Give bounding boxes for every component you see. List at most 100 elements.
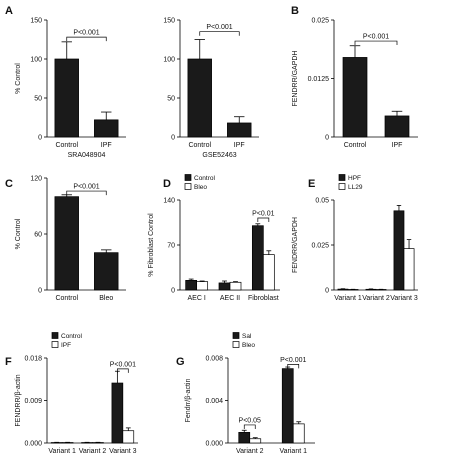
bar-a-left-series-1 <box>94 119 119 138</box>
x-tick-label-e: Variant 2 <box>362 295 390 302</box>
y-tick-label-g: 0.008 <box>205 356 223 363</box>
x-tick-label-b: Control <box>344 142 367 149</box>
bar-a-left-series-0 <box>54 58 79 138</box>
y-tick-label-d: 70 <box>167 243 175 250</box>
significance-bracket-g <box>243 424 256 429</box>
significance-label-b: P<0.001 <box>363 34 389 41</box>
y-tick-label-c: 0 <box>38 288 42 295</box>
significance-bracket-g <box>287 364 300 369</box>
x-tick-label-d: AEC II <box>220 295 240 302</box>
significance-label-d: P<0.01 <box>252 211 274 218</box>
bar-f-ipf-2 <box>122 430 135 444</box>
y-axis-title-a-left: % Control <box>15 63 22 94</box>
legend-swatch-g <box>232 341 240 348</box>
y-tick-label-e: 0 <box>325 288 329 295</box>
y-tick-label-c: 120 <box>30 176 42 183</box>
x-axis-title-a-right: GSE52463 <box>202 152 236 159</box>
legend-label-g: Sal <box>242 333 252 340</box>
y-tick-label-a-left: 0 <box>38 135 42 142</box>
x-tick-label-d: AEC I <box>188 295 206 302</box>
y-tick-label-a-right: 0 <box>171 135 175 142</box>
y-tick-label-g: 0.004 <box>205 398 223 405</box>
bar-d-bleo-1 <box>229 281 242 291</box>
bar-c-series-0 <box>54 196 79 291</box>
significance-bracket-c <box>66 190 107 196</box>
bar-e-hpf-2 <box>393 210 405 291</box>
bar-a-right-series-1 <box>227 122 252 138</box>
x-tick-label-a-right: IPF <box>234 142 245 149</box>
panel-letter-a-left: A <box>5 5 13 17</box>
x-tick-label-e: Variant 3 <box>390 295 418 302</box>
y-tick-label-f: 0.018 <box>24 356 42 363</box>
legend-swatch-d <box>184 183 192 190</box>
x-axis-title-a-left: SRA048904 <box>68 152 106 159</box>
significance-label-c: P<0.001 <box>73 184 99 191</box>
bar-g-sal-0 <box>238 432 251 444</box>
x-tick-label-f: Variant 1 <box>48 448 76 455</box>
legend-swatch-d <box>184 174 192 181</box>
y-tick-label-f: 0.000 <box>24 441 42 448</box>
significance-bracket-a-right <box>199 31 240 36</box>
bar-b-series-0 <box>342 57 368 138</box>
panel-letter-e: E <box>308 178 315 190</box>
y-tick-label-a-right: 100 <box>163 57 175 64</box>
x-tick-label-c: Bleo <box>99 295 113 302</box>
y-axis-title-f: FENDRR/β-actin <box>15 374 22 426</box>
x-tick-label-a-right: Control <box>188 142 211 149</box>
legend-swatch-g <box>232 332 240 339</box>
y-axis-title-d: % Fibroblast Control <box>148 213 155 277</box>
significance-bracket-f <box>117 368 129 373</box>
legend-label-e: LL29 <box>348 184 363 191</box>
x-tick-label-g: Variant 1 <box>280 448 308 455</box>
bar-d-bleo-0 <box>196 281 209 291</box>
x-tick-label-f: Variant 2 <box>79 448 107 455</box>
panel-letter-g: G <box>176 356 185 368</box>
panel-letter-c: C <box>5 178 13 190</box>
y-tick-label-a-left: 50 <box>34 96 42 103</box>
panel-letter-f: F <box>5 356 12 368</box>
y-tick-label-d: 140 <box>163 198 175 205</box>
x-tick-label-c: Control <box>55 295 78 302</box>
significance-bracket-b <box>354 40 398 46</box>
legend-label-e: HPF <box>348 175 361 182</box>
x-tick-label-b: IPF <box>392 142 403 149</box>
y-tick-label-a-right: 50 <box>167 96 175 103</box>
bar-f-control-2 <box>111 382 124 444</box>
y-tick-label-b: 0 <box>325 135 329 142</box>
legend-swatch-f <box>51 332 59 339</box>
y-axis-title-e: FENDRR/GAPDH <box>292 217 299 273</box>
bar-b-series-1 <box>384 115 410 138</box>
legend-swatch-f <box>51 341 59 348</box>
significance-label-a-right: P<0.001 <box>206 24 232 31</box>
panel-letter-d: D <box>163 178 171 190</box>
significance-label-f: P<0.001 <box>110 361 136 368</box>
x-tick-label-f: Variant 3 <box>109 448 137 455</box>
y-tick-label-b: 0.0125 <box>308 76 330 83</box>
y-tick-label-a-right: 150 <box>163 18 175 25</box>
x-tick-label-e: Variant 1 <box>334 295 362 302</box>
legend-label-f: IPF <box>61 342 71 349</box>
bar-c-series-1 <box>94 252 119 291</box>
bar-d-bleo-2 <box>262 254 275 291</box>
bar-d-control-1 <box>218 282 231 291</box>
y-axis-title-b: FENDRR/GAPDH <box>292 50 299 106</box>
significance-bracket-d <box>257 217 270 222</box>
x-tick-label-g: Variant 2 <box>236 448 264 455</box>
y-tick-label-a-left: 100 <box>30 57 42 64</box>
y-tick-label-c: 60 <box>34 232 42 239</box>
y-axis-title-c: % Control <box>15 218 22 249</box>
y-tick-label-b: 0.025 <box>311 18 329 25</box>
y-tick-label-f: 0.009 <box>24 398 42 405</box>
x-tick-label-d: Fibroblast <box>248 295 279 302</box>
significance-label-g: P<0.001 <box>280 357 306 364</box>
bar-g-bleo-1 <box>292 423 305 444</box>
bar-d-control-0 <box>185 280 198 291</box>
bar-e-hpf-1 <box>365 288 377 291</box>
panel-letter-b: B <box>291 5 299 17</box>
legend-label-d: Bleo <box>194 184 207 191</box>
legend-swatch-e <box>338 183 346 190</box>
significance-label-g: P<0.05 <box>239 417 261 424</box>
y-tick-label-g: 0.000 <box>205 441 223 448</box>
y-tick-label-e: 0.025 <box>311 243 329 250</box>
